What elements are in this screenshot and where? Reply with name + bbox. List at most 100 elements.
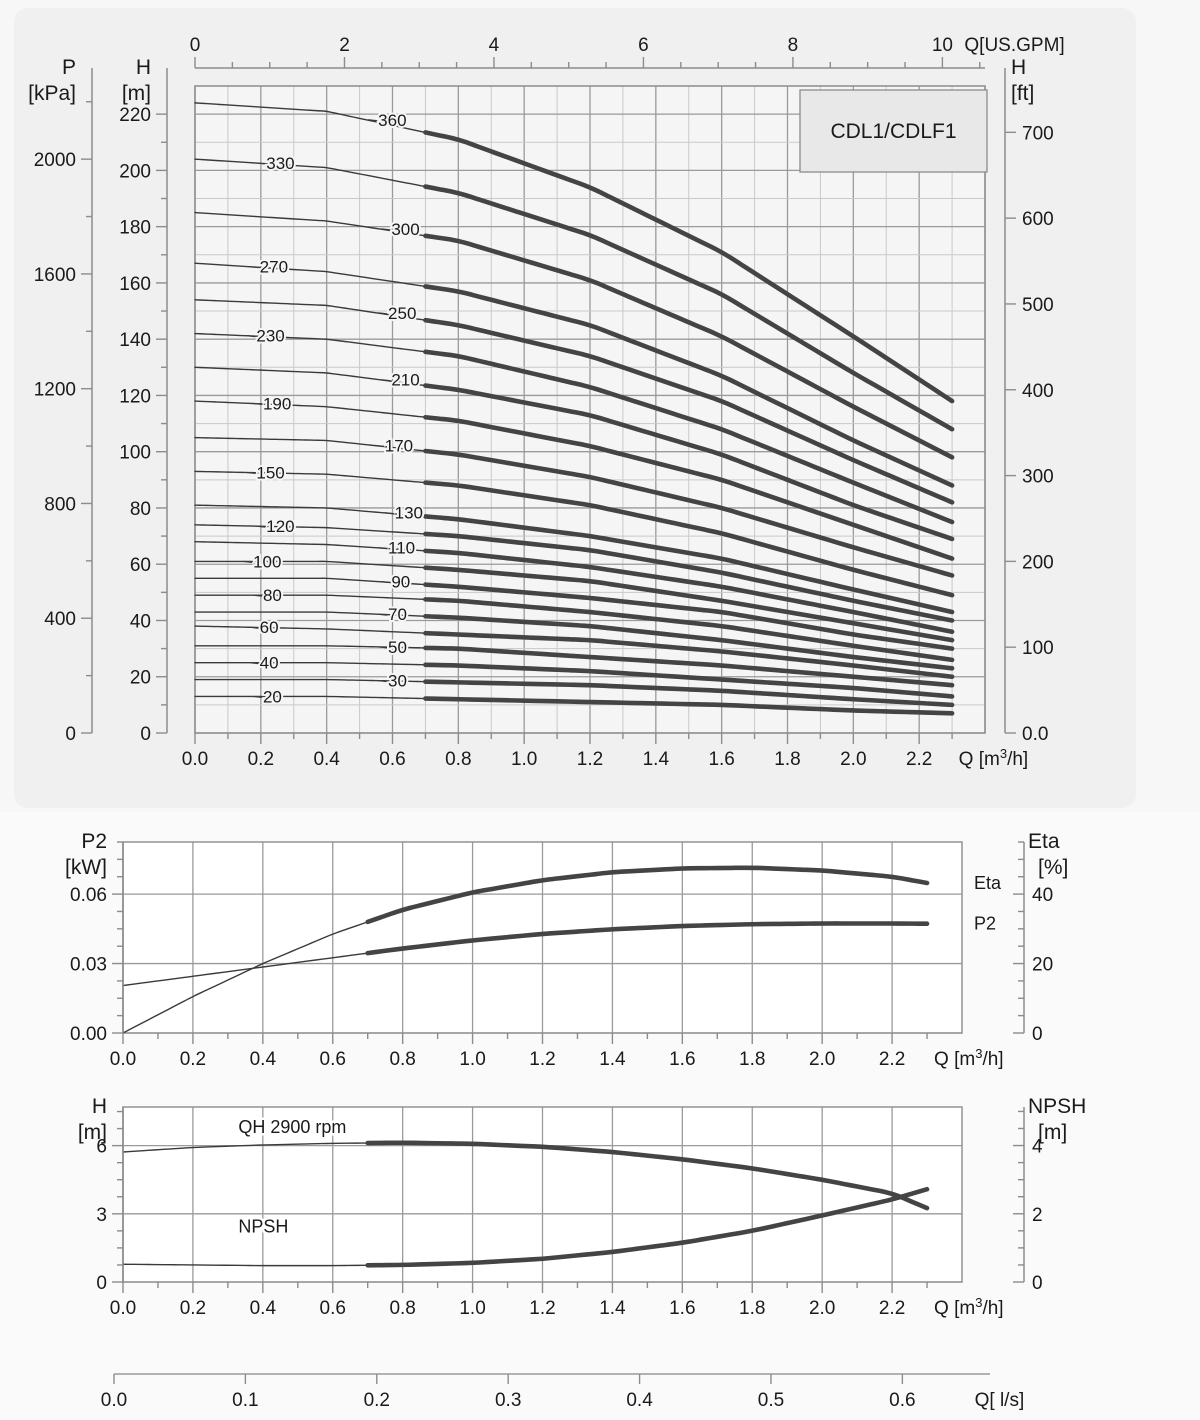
h-tick-label: 120 [119,386,151,407]
curve-label: 250 [388,304,416,323]
head-curve-thin [194,524,427,535]
series-label: QH 2900 rpm [238,1117,346,1137]
hft-tick-label: 700 [1022,123,1054,144]
head-curve-thin [194,158,427,188]
head-curve-thin [194,470,427,484]
head-curve-bold [423,613,955,671]
left-axis-unit: [m] [78,1121,107,1144]
head-curve-bold [423,130,955,404]
head-curve-bold [423,662,955,699]
bottom-axis-title: Q [m3/h] [934,1295,1004,1319]
P2-curve-thin [122,952,369,987]
right-tick-label: 4 [1032,1137,1043,1158]
bottom-tick-label: 1.0 [459,1298,485,1319]
hft-tick-label: 300 [1022,467,1054,488]
bottom-tick-label: 1.8 [739,1049,765,1070]
main-gridlines [194,85,986,734]
bottom-tick-label: 0.8 [389,1049,415,1070]
flow-ls-axis: 0.0 0.1 0.2 0.3 0.4 0.5 0.6 Q[ l/s] [101,1373,1024,1411]
bottom-tick-label: 1.4 [599,1049,626,1070]
head-curve-thin [194,262,427,288]
curve-label: 20 [263,687,282,706]
curve-label: 230 [256,327,284,346]
head-curve-bold [423,349,955,525]
head-curve-bold [423,414,955,561]
left-tick-label: 0.06 [70,885,107,906]
p-tick-label: 2000 [34,150,76,171]
h-tick-label: 140 [119,330,151,351]
head-curve-bold [423,679,955,708]
bottom-tick-label: 1.6 [669,1298,695,1319]
p-tick-label: 1200 [34,380,76,401]
q-tick-label: 1.0 [511,749,537,770]
curve-label: 170 [385,436,413,455]
series-label: Eta [974,873,1002,893]
head-curve-thin [194,678,427,683]
head-curve-bold [423,383,955,542]
h-tick-label: 0 [140,724,151,745]
q-tick-label: 1.4 [643,749,670,770]
hft-axis-unit: [ft] [1011,82,1034,105]
ls-tick-label: 0.1 [232,1390,258,1411]
bottom-tick-label: 2.0 [809,1298,835,1319]
q-tick-label: 0.8 [445,749,471,770]
head-curve-thin [194,332,427,353]
curve-label: 210 [391,371,419,390]
curve-group: QH 2900 rpm NPSH [122,1115,930,1268]
head-curve-thin [194,299,427,321]
head-curve-thin [194,695,427,700]
head-curve-bold [423,317,955,505]
head-curve-bold [423,480,955,598]
curve-label: 360 [378,111,406,130]
curve-label: 330 [266,154,294,173]
p-axis-title: P [62,56,76,79]
head-curve-thin [194,400,427,418]
q-tick-label: 0.6 [379,749,405,770]
bottom-tick-label: 0.0 [110,1049,136,1070]
hft-tick-label: 600 [1022,209,1054,230]
head-curve-thin [194,625,427,634]
gpm-tick-label: 10 [932,35,953,56]
q-tick-label: 1.6 [708,749,734,770]
h-axis-title: H [136,56,151,79]
left-axis-title: P2 [81,830,107,853]
head-curve-bold [423,582,955,651]
curve-label: 40 [260,654,279,673]
left-tick-label: 0 [96,1273,107,1294]
curve-label: 130 [395,504,423,523]
right-axis-title: NPSH [1028,1095,1086,1118]
bottom-tick-label: 0.8 [389,1298,415,1319]
gpm-tick-label: 0 [190,35,201,56]
q-tick-label: 1.8 [774,749,800,770]
head-curve-bold [423,696,955,716]
left-tick-label: 0.03 [70,955,107,976]
left-tick-label: 6 [96,1137,107,1158]
right-axis-title: Eta [1028,830,1060,853]
NPSH-curve-thin [122,1263,369,1267]
curve-label: 60 [260,618,279,637]
bottom-tick-label: 0.2 [180,1298,206,1319]
p-tick-label: 1600 [34,265,76,286]
gpm-tick-label: 2 [339,35,350,56]
q-tick-label: 0.0 [182,749,208,770]
head-curve-bold [423,284,955,488]
curve-label: 150 [256,463,284,482]
left-axis-title: H [92,1095,107,1118]
ls-tick-label: 0.3 [495,1390,521,1411]
bottom-tick-label: 1.8 [739,1298,765,1319]
head-curve-bold [423,630,955,680]
curve-label: 300 [391,220,419,239]
hft-axis-title: H [1011,56,1026,79]
h-tick-label: 100 [119,443,151,464]
head-curve-bold [423,645,955,688]
right-axis-unit: [%] [1038,856,1068,879]
h-tick-label: 180 [119,218,151,239]
curve-label: 120 [266,517,294,536]
left-tick-label: 0.00 [70,1024,107,1045]
h-tick-label: 60 [130,555,151,576]
bottom-tick-label: 0.0 [110,1298,136,1319]
curve-label: 90 [391,573,410,592]
P2-curve-bold [365,921,930,956]
curve-label: 270 [260,258,288,277]
